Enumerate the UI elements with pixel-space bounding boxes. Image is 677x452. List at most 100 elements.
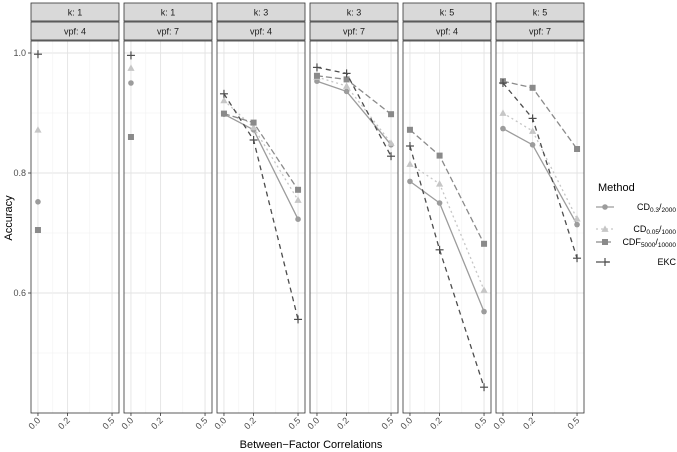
- point-cdf: [574, 146, 581, 152]
- series-cd005: [127, 64, 135, 71]
- series-cd005: [406, 160, 488, 293]
- series-cdf: [34, 227, 41, 233]
- point-ekc: [33, 50, 42, 59]
- legend-label: EKC: [657, 257, 676, 267]
- point-cd005: [406, 160, 414, 167]
- strip-k-label: k: 1: [68, 8, 83, 18]
- point-cd005: [220, 96, 228, 104]
- x-tick-label: 0.2: [335, 415, 351, 431]
- series-ekc: [312, 63, 396, 161]
- point-cd03: [295, 216, 301, 222]
- strip-vpf-label: vpf: 7: [529, 27, 551, 37]
- panel-5: k: 5 vpf: 4 0.0 0.2 0.5: [398, 2, 492, 431]
- legend-title: Method: [598, 182, 635, 194]
- x-tick-label: 0.0: [398, 415, 414, 431]
- x-tick-label: 0.0: [119, 415, 135, 431]
- legend-key-marker-cd005: [601, 225, 609, 232]
- point-ekc: [126, 51, 135, 60]
- panel-4: k: 3 vpf: 7 0.0 0.2 0.5: [305, 2, 399, 431]
- panel-background: [31, 41, 119, 413]
- series-cdf: [313, 72, 395, 118]
- point-cdf: [529, 84, 536, 91]
- panel-3: k: 3 vpf: 4 0.0 0.2 0.5: [212, 2, 306, 431]
- legend-label: CDF5000/10000: [622, 237, 676, 249]
- panel-1: k: 1 vpf: 4 0.0 0.2 0.5: [26, 2, 120, 431]
- x-tick-label: 0.5: [101, 415, 117, 431]
- panel-border: [402, 40, 492, 414]
- strip-k-label: k: 3: [347, 8, 362, 18]
- point-cd03: [481, 308, 487, 315]
- strip-vpf-label: vpf: 7: [343, 27, 365, 37]
- series-cd005: [220, 96, 302, 203]
- point-cd03: [574, 221, 580, 228]
- legend-label: CD0.3/2000: [637, 202, 676, 214]
- panel-background: [124, 41, 212, 413]
- legend-label: CD0.05/1000: [633, 224, 676, 236]
- x-tick-label: 0.0: [491, 415, 507, 431]
- strip-vpf: [495, 21, 585, 41]
- series-cd03: [128, 80, 134, 86]
- point-cdf: [250, 119, 257, 126]
- y-axis: 0.6 0.8 1.0: [13, 48, 31, 298]
- x-axis-title: Between−Factor Correlations: [240, 439, 383, 451]
- panel-background: [403, 41, 491, 413]
- x-tick-label: 0.5: [566, 415, 582, 431]
- point-ekc: [498, 79, 507, 87]
- x-tick-label: 0.5: [380, 415, 396, 431]
- point-cd005: [480, 286, 488, 293]
- panel-background: [217, 41, 305, 413]
- legend-entry-cd005: CD0.05/1000: [596, 224, 676, 236]
- point-ekc: [405, 142, 414, 150]
- panel-background: [310, 41, 398, 413]
- series-ekc: [219, 89, 303, 324]
- legend-key-marker-cdf: [602, 239, 608, 245]
- strip-k-label: k: 5: [533, 8, 548, 18]
- point-cdf: [343, 76, 350, 83]
- series-cdf: [220, 110, 302, 193]
- strip-vpf: [30, 21, 120, 41]
- x-tick-label: 0.5: [287, 415, 303, 431]
- point-cdf: [406, 126, 413, 133]
- strip-k: [30, 2, 120, 22]
- strip-vpf-label: vpf: 7: [157, 27, 179, 37]
- strip-vpf: [309, 21, 399, 41]
- y-axis-title: Accuracy: [3, 195, 15, 241]
- point-cdf: [220, 110, 227, 117]
- y-tick-label: 1.0: [13, 48, 26, 58]
- point-ekc: [387, 152, 396, 161]
- legend-entry-cd03: CD0.3/2000: [596, 202, 676, 214]
- series-ekc: [498, 79, 582, 263]
- point-cd03: [436, 200, 443, 206]
- strip-k: [402, 2, 492, 22]
- panel-6: k: 5 vpf: 7 0.0 0.2 0.5: [491, 2, 585, 431]
- strip-k-label: k: 1: [161, 8, 176, 18]
- point-ekc: [219, 89, 228, 98]
- point-cdf: [436, 152, 443, 159]
- x-tick-label: 0.2: [521, 415, 537, 431]
- strip-k-label: k: 3: [254, 8, 269, 18]
- gridlines: [217, 41, 305, 413]
- gridlines: [124, 41, 212, 413]
- legend-key-marker-cd03: [602, 204, 608, 210]
- point-cdf: [481, 240, 488, 247]
- strip-vpf: [216, 21, 306, 41]
- series-ekc: [33, 50, 42, 59]
- point-cd005: [573, 215, 581, 222]
- point-cd03: [343, 88, 350, 95]
- point-ekc: [294, 315, 303, 324]
- point-cdf: [295, 186, 302, 193]
- point-cd03: [128, 80, 134, 86]
- x-tick-label: 0.5: [473, 415, 489, 431]
- gridlines: [31, 41, 119, 413]
- x-tick-label: 0.2: [428, 415, 444, 431]
- panel-background: [496, 41, 584, 413]
- legend-entry-cdf: CDF5000/10000: [596, 237, 676, 249]
- series-cd03: [407, 178, 487, 315]
- series-line-cd005: [502, 112, 578, 219]
- point-cd005: [528, 127, 537, 134]
- point-ekc: [480, 383, 489, 392]
- series-cd03: [35, 199, 41, 205]
- point-cd005: [387, 139, 395, 146]
